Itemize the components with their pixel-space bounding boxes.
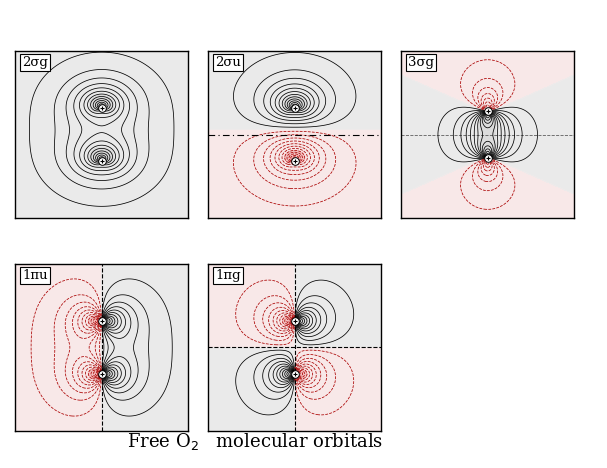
Text: 1πu: 1πu [22, 270, 48, 282]
Text: 2σg: 2σg [22, 57, 48, 69]
Text: 3σg: 3σg [408, 57, 434, 69]
Text: 1πg: 1πg [215, 270, 241, 282]
Text: Free O$_2$   molecular orbitals: Free O$_2$ molecular orbitals [127, 431, 383, 452]
Text: 2σu: 2σu [215, 57, 241, 69]
